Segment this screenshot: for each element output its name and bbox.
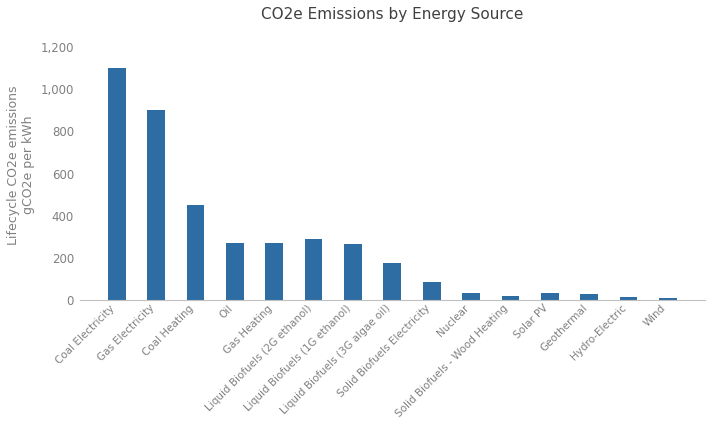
Bar: [423, 282, 441, 300]
Bar: [266, 243, 283, 300]
Bar: [659, 298, 676, 300]
Bar: [305, 239, 323, 300]
Bar: [541, 293, 559, 300]
Bar: [226, 243, 244, 300]
Bar: [187, 205, 204, 300]
Bar: [344, 245, 362, 300]
Bar: [580, 294, 598, 300]
Y-axis label: Lifecycle CO2e emissions
gCO2e per kWh: Lifecycle CO2e emissions gCO2e per kWh: [7, 86, 35, 245]
Title: CO2e Emissions by Energy Source: CO2e Emissions by Energy Source: [261, 7, 523, 22]
Bar: [501, 296, 519, 300]
Bar: [462, 293, 480, 300]
Bar: [108, 68, 126, 300]
Bar: [619, 297, 637, 300]
Bar: [147, 110, 165, 300]
Bar: [384, 263, 401, 300]
